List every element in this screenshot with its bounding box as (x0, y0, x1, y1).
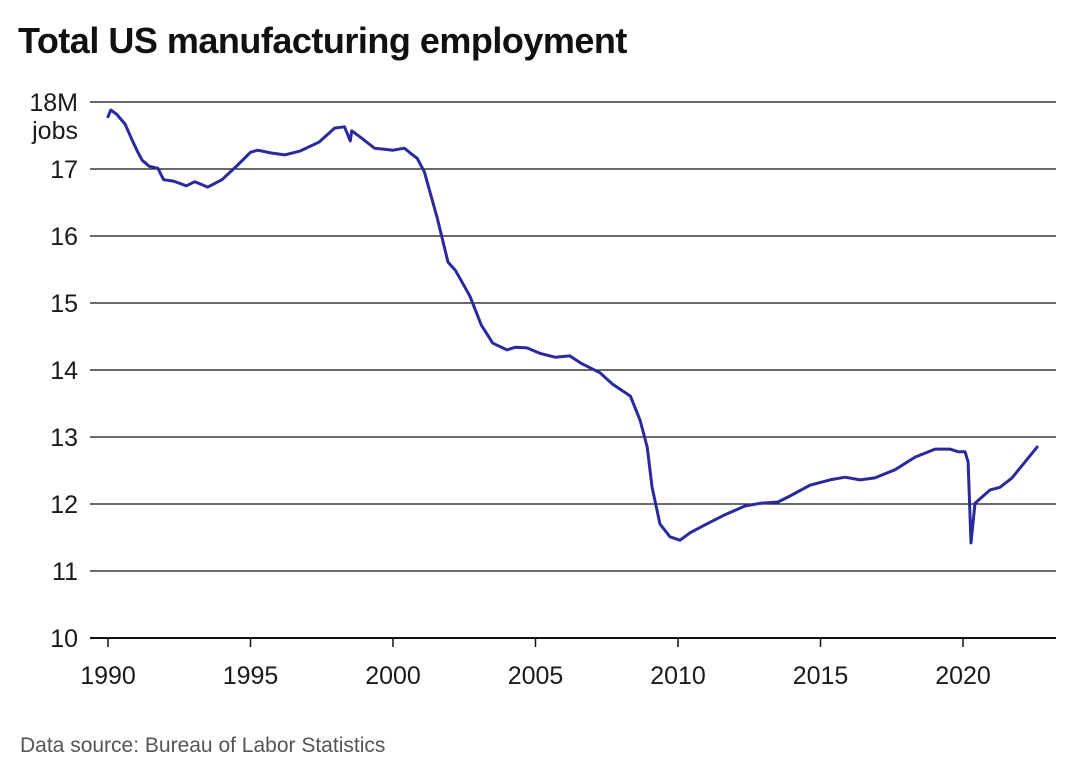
y-tick-label: 18M (29, 89, 78, 117)
y-tick-label: 11 (52, 558, 78, 586)
x-tick-label: 2010 (650, 662, 706, 690)
y-tick-label: 10 (50, 625, 78, 653)
y-tick-label: 13 (50, 424, 78, 452)
y-tick-label: 17 (50, 156, 78, 184)
y-axis-unit-label: jobs (31, 117, 78, 145)
x-tick-label: 2000 (365, 662, 421, 690)
y-tick-label: 12 (50, 491, 78, 519)
gridlines (90, 101, 1056, 639)
x-axis-ticks: 1990 1995 2000 2005 2010 2015 2020 (80, 638, 991, 690)
y-tick-label: 14 (50, 357, 78, 385)
y-tick-label: 16 (50, 223, 78, 251)
y-tick-label: 15 (50, 290, 78, 318)
x-tick-label: 1990 (80, 662, 136, 690)
x-tick-label: 1995 (223, 662, 279, 690)
data-source-note: Data source: Bureau of Labor Statistics (20, 734, 386, 757)
x-tick-label: 2005 (508, 662, 564, 690)
y-axis-ticks: 18M 17 16 15 14 13 12 11 10 (29, 89, 78, 653)
chart-title: Total US manufacturing employment (18, 20, 627, 61)
x-tick-label: 2015 (793, 662, 849, 690)
employment-line (106, 108, 1039, 545)
x-tick-label: 2020 (935, 662, 991, 690)
